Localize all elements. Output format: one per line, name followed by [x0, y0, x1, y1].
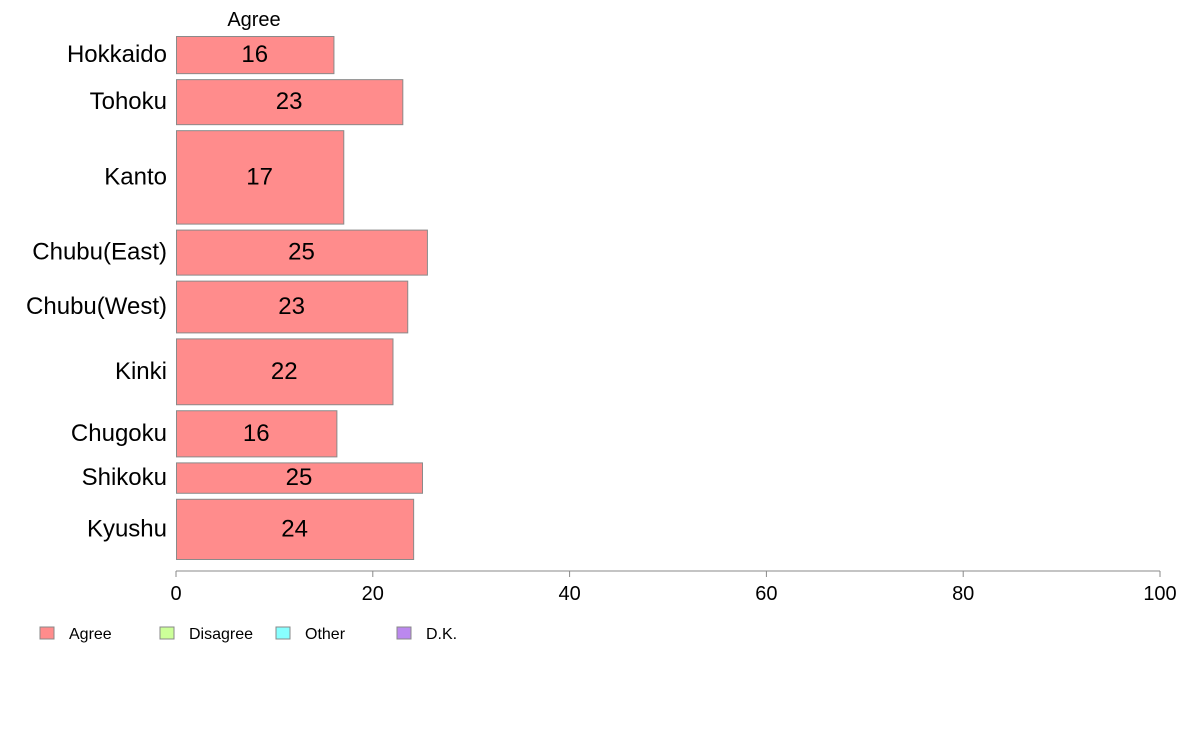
bar-kinki	[176, 338, 394, 406]
x-tick-label: 80	[952, 583, 974, 605]
category-label: Tohoku	[90, 88, 167, 115]
legend-swatch	[396, 626, 412, 640]
bar-value-label: 23	[278, 293, 305, 320]
series-header: Agree	[227, 9, 280, 31]
x-tick-label: 0	[170, 583, 181, 605]
x-axis: 0 20 40 60 80 100	[170, 570, 1177, 605]
category-label: Chubu(East)	[32, 239, 167, 266]
category-label: Hokkaido	[67, 41, 167, 68]
bar-labels-group: 16 23 17 25 23 22 16 25 24	[241, 41, 314, 542]
bar-chugoku	[176, 410, 338, 458]
legend-swatch	[39, 626, 55, 640]
bar-hokkaido	[176, 36, 335, 75]
x-tick-label: 60	[755, 583, 777, 605]
legend-swatch	[275, 626, 291, 640]
category-labels-group: Hokkaido Tohoku Kanto Chubu(East) Chubu(West…	[26, 41, 167, 542]
category-label: Kinki	[115, 358, 167, 385]
category-label: Kyushu	[87, 515, 167, 542]
x-tick-label: 40	[558, 583, 580, 605]
legend-label: Other	[305, 626, 346, 643]
bar-chubu-east	[176, 229, 428, 276]
bar-value-label: 16	[241, 41, 268, 68]
category-label: Chugoku	[71, 420, 167, 447]
bar-shikoku	[176, 462, 423, 494]
bar-value-label: 17	[246, 163, 273, 190]
legend-label: D.K.	[426, 626, 457, 643]
bar-kanto	[176, 130, 345, 225]
legend-label: Disagree	[189, 626, 253, 643]
legend-swatch	[159, 626, 175, 640]
bar-tohoku	[176, 79, 404, 126]
bar-value-label: 22	[271, 358, 298, 385]
bar-value-label: 16	[243, 420, 270, 447]
category-label: Shikoku	[82, 464, 167, 491]
legend: Agree Disagree Other D.K.	[39, 626, 457, 643]
x-tick-label: 20	[362, 583, 384, 605]
bar-value-label: 25	[288, 239, 315, 266]
bar-kyushu	[176, 498, 415, 560]
bar-value-label: 25	[286, 464, 313, 491]
legend-label: Agree	[69, 626, 112, 643]
bar-chubu-west	[176, 280, 409, 334]
category-label: Kanto	[104, 163, 167, 190]
bars-group	[176, 36, 428, 560]
category-label: Chubu(West)	[26, 293, 167, 320]
x-tick-label: 100	[1143, 583, 1176, 605]
bar-value-label: 23	[276, 88, 303, 115]
bar-value-label: 24	[281, 515, 308, 542]
